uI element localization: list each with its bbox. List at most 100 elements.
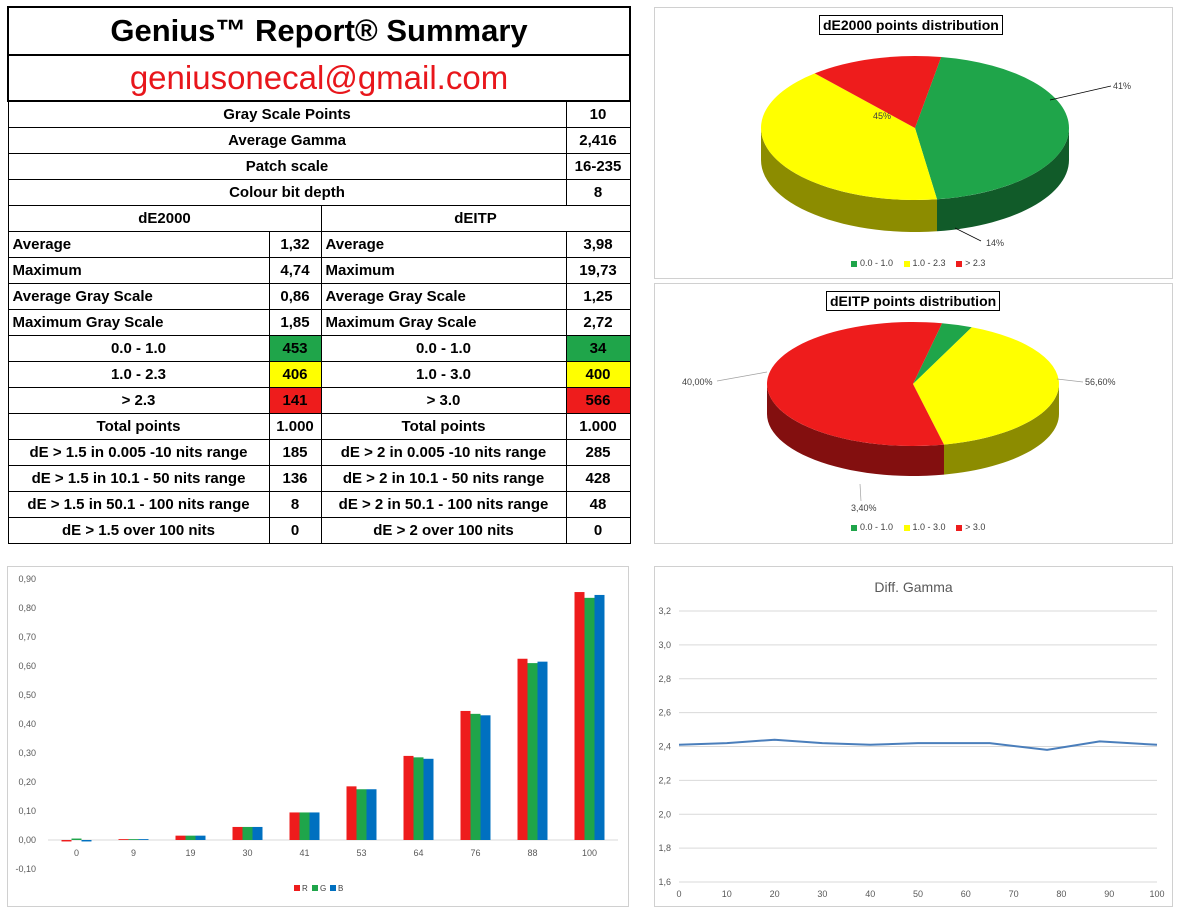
deitp-total-value: 1.000 [565, 413, 631, 440]
pie-data-label: 45% [873, 111, 891, 121]
deitp-pie-panel: dEITP points distribution 40,00% 56,60% 3,… [654, 283, 1173, 544]
bar-r [403, 755, 414, 840]
de2000-nits-range-1-label: dE > 1.5 in 0.005 -10 nits range [7, 439, 270, 466]
deitp-header: dEITP [320, 205, 631, 232]
bar-b [480, 715, 491, 840]
pie-leader-line [859, 483, 862, 502]
de2000-nits-range-2-label: dE > 1.5 in 10.1 - 50 nits range [7, 465, 270, 492]
x-tick-label: 88 [527, 848, 537, 858]
de2000-range-mid-value: 406 [268, 361, 322, 388]
x-tick-label: 100 [1149, 889, 1164, 899]
pie-leader-line [1049, 85, 1112, 101]
pie-data-label: 14% [986, 238, 1004, 248]
bar-b [423, 758, 434, 840]
de2000-pie-legend: 0.0 - 1.0 1.0 - 2.3 > 2.3 [851, 258, 993, 268]
legend-item-low: 0.0 - 1.0 [851, 258, 893, 268]
deitp-total-label: Total points [320, 413, 567, 440]
bar-b [594, 594, 605, 840]
x-tick-label: 90 [1104, 889, 1114, 899]
rgb-bar-panel: -0,10 0,00 0,10 0,20 0,30 0,40 0,50 0,60 0,70 0,8… [7, 566, 629, 907]
x-tick-label: 20 [770, 889, 780, 899]
de2000-nits-range-3-value: 8 [268, 491, 322, 518]
gray-scale-points-label: Gray Scale Points [7, 100, 567, 128]
de2000-range-high-label: > 2.3 [7, 387, 270, 414]
de2000-maximum-value: 4,74 [268, 257, 322, 284]
legend-swatch-g [312, 885, 318, 891]
deitp-average-label: Average [320, 231, 567, 258]
deitp-range-high-label: > 3.0 [320, 387, 567, 414]
pie-slice-side [761, 128, 938, 232]
y-tick-label: 3,0 [658, 640, 671, 650]
colour-bit-depth-value: 8 [565, 179, 631, 206]
bar-r [118, 839, 129, 840]
gamma-chart-title: Diff. Gamma [874, 579, 953, 595]
deitp-nits-range-2-value: 428 [565, 465, 631, 492]
bar-g [584, 597, 595, 840]
legend-label-high: > 3.0 [965, 522, 986, 532]
y-tick-label: 2,0 [658, 809, 671, 819]
bar-g [413, 757, 424, 840]
patch-scale-label: Patch scale [7, 153, 567, 180]
bar-b [81, 840, 92, 842]
x-tick-label: 76 [470, 848, 480, 858]
deitp-average-value: 3,98 [565, 231, 631, 258]
x-tick-label: 50 [913, 889, 923, 899]
de2000-total-label: Total points [7, 413, 270, 440]
de2000-max-gray-value: 1,85 [268, 309, 322, 336]
contact-email: geniusonecal@gmail.com [6, 54, 632, 102]
pie-slice [814, 55, 942, 128]
pie-data-label: 3,40% [851, 503, 877, 513]
x-tick-label: 40 [865, 889, 875, 899]
deitp-range-low-label: 0.0 - 1.0 [320, 335, 567, 362]
deitp-nits-over-value: 0 [565, 517, 631, 544]
deitp-nits-range-1-value: 285 [565, 439, 631, 466]
x-tick-label: 41 [299, 848, 309, 858]
y-tick-label: 0,00 [18, 835, 36, 845]
x-tick-label: 30 [242, 848, 252, 858]
y-tick-label: 0,70 [18, 632, 36, 642]
de2000-range-low-label: 0.0 - 1.0 [7, 335, 270, 362]
legend-label-low: 0.0 - 1.0 [860, 258, 894, 268]
pie-leader-line [1056, 378, 1084, 383]
deitp-range-mid-label: 1.0 - 3.0 [320, 361, 567, 388]
bar-r [460, 710, 471, 840]
legend-item-low: 0.0 - 1.0 [851, 522, 893, 532]
deitp-nits-range-3-label: dE > 2 in 50.1 - 100 nits range [320, 491, 567, 518]
y-tick-label: -0,10 [15, 864, 36, 874]
pie-slice [913, 327, 1059, 445]
deitp-maximum-value: 19,73 [565, 257, 631, 284]
de2000-nits-range-1-value: 185 [268, 439, 322, 466]
bar-g [299, 812, 310, 840]
deitp-avg-gray-label: Average Gray Scale [320, 283, 567, 310]
deitp-pie-legend: 0.0 - 1.0 1.0 - 3.0 > 3.0 [851, 522, 993, 532]
y-tick-label: 0,60 [18, 661, 36, 671]
bar-b [252, 826, 263, 840]
de2000-pie-panel: dE2000 points distribution 45% 41% 14% 0.0… [654, 7, 1173, 279]
colour-bit-depth-label: Colour bit depth [7, 179, 567, 206]
legend-label-low: 0.0 - 1.0 [860, 522, 894, 532]
pie-leader-line [716, 371, 768, 382]
x-tick-label: 100 [582, 848, 597, 858]
bar-b [309, 812, 320, 840]
bar-r [574, 592, 585, 840]
x-tick-label: 70 [1009, 889, 1019, 899]
x-tick-label: 9 [131, 848, 136, 858]
legend-item-mid: 1.0 - 3.0 [903, 522, 946, 532]
x-tick-label: 80 [1056, 889, 1066, 899]
pie-data-label: 56,60% [1085, 377, 1116, 387]
bar-g [128, 839, 139, 840]
pie-leader-line [954, 227, 982, 242]
bar-g [71, 838, 82, 840]
legend-item-mid: 1.0 - 2.3 [903, 258, 946, 268]
legend-label-mid: 1.0 - 3.0 [912, 522, 946, 532]
de2000-header: dE2000 [7, 205, 322, 232]
report-title: Genius™ Report® Summary [6, 6, 632, 56]
de2000-nits-range-3-label: dE > 1.5 in 50.1 - 100 nits range [7, 491, 270, 518]
legend-label-high: > 2.3 [965, 258, 986, 268]
x-tick-label: 53 [356, 848, 366, 858]
de2000-range-low-value: 453 [268, 335, 322, 362]
deitp-nits-range-2-label: dE > 2 in 10.1 - 50 nits range [320, 465, 567, 492]
legend-label-r: R [302, 884, 308, 893]
summary-table: Genius™ Report® Summary geniusonecal@gma… [6, 6, 632, 544]
pie-data-label: 40,00% [682, 377, 713, 387]
